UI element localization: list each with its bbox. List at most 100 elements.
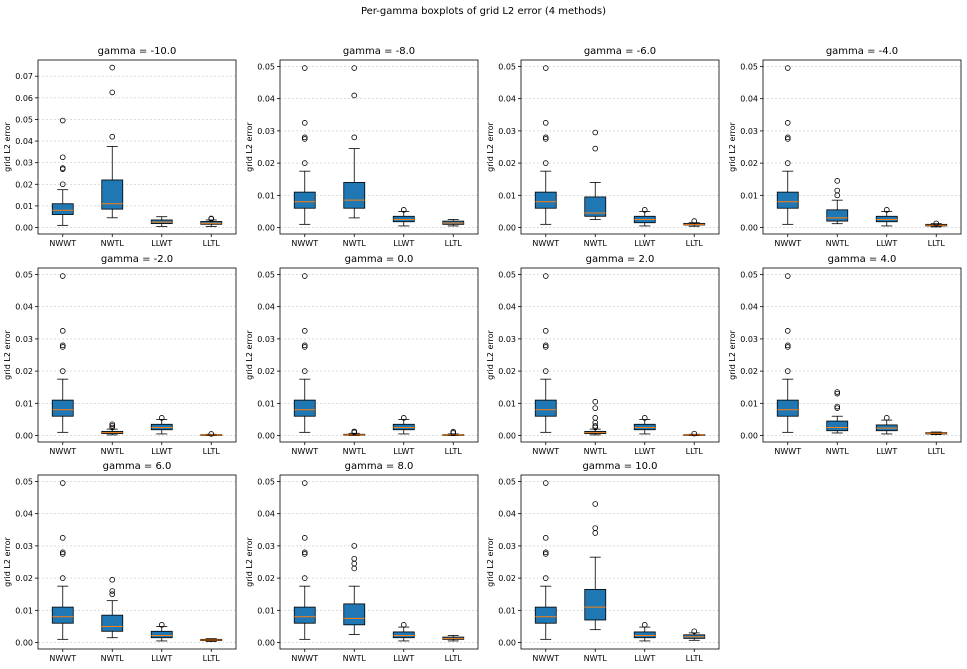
flier-point	[109, 89, 116, 96]
flier-point	[59, 551, 66, 557]
box-llwt	[875, 415, 898, 435]
box-lltl	[442, 428, 465, 436]
y-tick-label: 0.04	[498, 303, 516, 312]
flier-point	[301, 342, 308, 349]
x-tick-label: NWTL	[101, 239, 125, 248]
box-nwwt	[776, 273, 799, 433]
y-tick-label: 0.04	[257, 303, 275, 312]
flier-point	[158, 415, 165, 421]
axes-frame	[762, 267, 962, 443]
box-llwt	[150, 622, 173, 642]
x-tick-label: LLWT	[151, 447, 172, 456]
flier-point	[109, 424, 116, 431]
x-tick-label: NWWT	[532, 239, 559, 248]
axes-frame	[520, 267, 720, 443]
x-tick-label: NWWT	[291, 239, 318, 248]
x-tick-label: LLWT	[151, 239, 172, 248]
flier-point	[641, 207, 648, 213]
box-nwtl	[826, 389, 849, 434]
x-tick-label: LLWT	[876, 447, 897, 456]
box-iqr	[584, 588, 607, 621]
box-nwwt	[534, 273, 557, 433]
x-tick-label: LLWT	[876, 239, 897, 248]
x-tick-label: LLWT	[393, 654, 414, 663]
flier-point	[301, 551, 308, 557]
x-tick-label: NWTL	[343, 654, 367, 663]
flier-point	[542, 273, 549, 279]
flier-point	[59, 344, 66, 350]
box-nwtl	[343, 543, 366, 635]
box-lltl	[442, 635, 465, 642]
flier-point	[109, 421, 116, 428]
flier-point	[691, 430, 698, 437]
x-tick-label: NWWT	[49, 447, 76, 456]
box-nwwt	[534, 480, 557, 640]
x-tick-label: LLTL	[686, 239, 704, 248]
axes-frame	[520, 59, 720, 235]
x-tick-label: LLWT	[393, 447, 414, 456]
box-llwt	[392, 207, 415, 227]
box-nwwt	[51, 480, 74, 640]
x-tick-label: LLTL	[445, 239, 463, 248]
y-tick-label: 0.02	[15, 180, 33, 189]
box-lltl	[200, 638, 223, 642]
y-axis-label: grid L2 error	[728, 121, 737, 171]
flier-point	[784, 160, 791, 166]
x-tick-label: LLWT	[634, 447, 655, 456]
x-tick-label: NWWT	[774, 239, 801, 248]
subplot-0: gamma = -10.0 0.00 0.01 0.02 0.03 0.04 0.05 0.0…	[3, 46, 237, 248]
y-tick-label: 0.00	[257, 639, 275, 648]
x-tick-label: NWWT	[49, 239, 76, 248]
y-axis-label: grid L2 error	[245, 329, 254, 379]
y-tick-label: 0.01	[498, 191, 516, 200]
y-tick-label: 0.06	[15, 94, 33, 103]
y-tick-label: 0.03	[740, 335, 758, 344]
y-tick-label: 0.05	[15, 115, 33, 124]
x-tick-label: NWWT	[532, 654, 559, 663]
y-tick-label: 0.04	[498, 510, 516, 519]
flier-point	[158, 622, 165, 628]
box-iqr	[534, 606, 557, 624]
box-nwtl	[101, 576, 124, 639]
y-tick-label: 0.00	[498, 432, 516, 441]
flier-point	[592, 405, 599, 411]
flier-point	[351, 65, 358, 71]
y-tick-label: 0.05	[15, 270, 33, 279]
subplot-5: gamma = 0.0 0.00 0.01 0.02 0.03 0.04 0.05 grid …	[245, 254, 479, 456]
flier-point	[450, 428, 457, 435]
subplot-9: gamma = 8.0 0.00 0.01 0.02 0.03 0.04 0.05 grid …	[245, 461, 479, 663]
flier-point	[784, 342, 791, 349]
flier-point	[59, 117, 66, 124]
x-tick-label: NWTL	[584, 654, 608, 663]
subplot-title: gamma = -6.0	[584, 46, 656, 57]
flier-point	[351, 92, 358, 99]
box-iqr	[150, 630, 173, 639]
subplot-title: gamma = -4.0	[826, 46, 898, 57]
y-tick-label: 0.00	[15, 432, 33, 441]
y-tick-label: 0.03	[498, 335, 516, 344]
subplot-2: gamma = -6.0 0.00 0.01 0.02 0.03 0.04 0.05 grid…	[486, 46, 720, 248]
x-tick-label: NWWT	[291, 654, 318, 663]
y-tick-label: 0.00	[498, 639, 516, 648]
x-tick-label: LLTL	[203, 447, 221, 456]
y-tick-label: 0.00	[740, 432, 758, 441]
y-tick-label: 0.01	[257, 399, 275, 408]
y-axis-label: grid L2 error	[3, 536, 12, 586]
box-iqr	[343, 603, 366, 626]
flier-point	[641, 415, 648, 421]
y-tick-label: 0.02	[257, 159, 275, 168]
flier-point	[542, 120, 549, 126]
flier-point	[834, 178, 841, 184]
subplot-title: gamma = -2.0	[101, 254, 173, 265]
flier-point	[542, 342, 549, 349]
x-tick-label: LLTL	[445, 654, 463, 663]
box-nwwt	[293, 273, 316, 433]
x-tick-label: LLTL	[445, 447, 463, 456]
x-tick-label: NWTL	[343, 239, 367, 248]
y-tick-label: 0.02	[498, 367, 516, 376]
flier-point	[784, 65, 791, 71]
flier-point	[351, 555, 358, 562]
subplot-10: gamma = 10.0 0.00 0.01 0.02 0.03 0.04 0.05 grid…	[486, 461, 720, 663]
flier-point	[592, 423, 599, 429]
